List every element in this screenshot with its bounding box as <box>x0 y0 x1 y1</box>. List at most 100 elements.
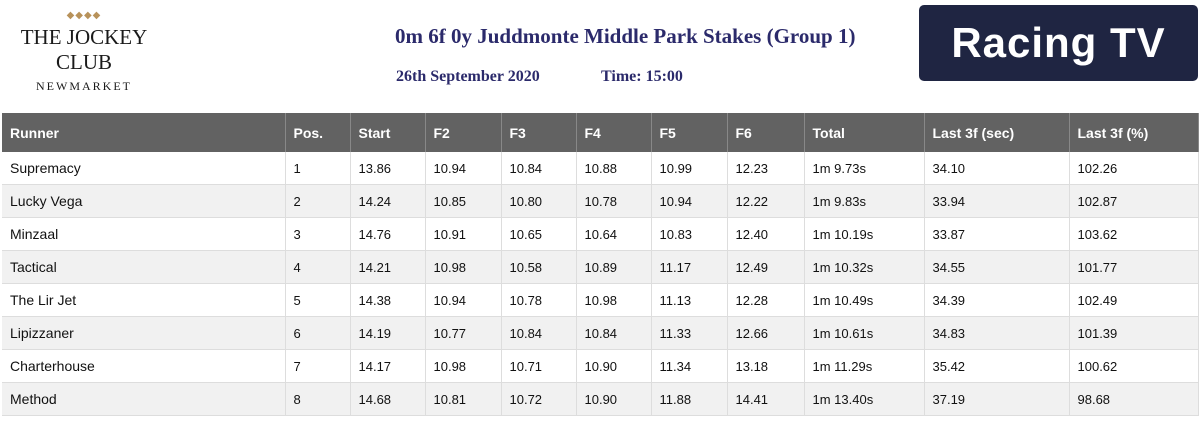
table-cell: 14.17 <box>350 349 426 383</box>
table-row: Lipizzaner 6 14.19 10.77 10.84 10.84 11.33 12.6… <box>2 316 1199 350</box>
table-cell: 33.94 <box>924 184 1070 218</box>
table-cell: 10.84 <box>501 152 577 185</box>
table-cell: 10.84 <box>501 316 577 350</box>
jockey-club-logo: ◆◆◆◆ THE JOCKEY CLUB NEWMARKET <box>0 2 168 93</box>
table-cell: 10.94 <box>651 184 728 218</box>
logo-sub: NEWMARKET <box>36 79 132 93</box>
table-cell: 10.71 <box>501 349 577 383</box>
table-cell: 10.58 <box>501 250 577 284</box>
table-cell: 12.23 <box>727 152 805 185</box>
table-cell: 10.89 <box>576 250 652 284</box>
column-header: Runner <box>2 113 286 152</box>
table-cell: 1m 13.40s <box>804 382 925 416</box>
column-header: Start <box>350 113 426 152</box>
column-header: F3 <box>501 113 577 152</box>
table-cell: 14.24 <box>350 184 426 218</box>
column-header: F5 <box>651 113 728 152</box>
column-header: Last 3f (%) <box>1069 113 1199 152</box>
table-cell: 1m 11.29s <box>804 349 925 383</box>
table-cell: 10.94 <box>425 152 502 185</box>
table-cell: Minzaal <box>2 217 286 251</box>
table-cell: 11.34 <box>651 349 728 383</box>
table-cell: Lipizzaner <box>2 316 286 350</box>
table-cell: 101.39 <box>1069 316 1199 350</box>
table-cell: 10.80 <box>501 184 577 218</box>
table-cell: 10.83 <box>651 217 728 251</box>
table-row: Lucky Vega 2 14.24 10.85 10.80 10.78 10.94 12.2… <box>2 184 1199 218</box>
table-cell: 34.10 <box>924 152 1070 185</box>
table-cell: 102.87 <box>1069 184 1199 218</box>
table-cell: 1m 9.73s <box>804 152 925 185</box>
race-title: 0m 6f 0y Juddmonte Middle Park Stakes (G… <box>395 24 856 48</box>
table-cell: 33.87 <box>924 217 1070 251</box>
table-row: Supremacy 1 13.86 10.94 10.84 10.88 10.99 12.23… <box>2 152 1199 185</box>
table-cell: 10.90 <box>576 349 652 383</box>
table-cell: 10.64 <box>576 217 652 251</box>
table-cell: 12.40 <box>727 217 805 251</box>
table-cell: 13.18 <box>727 349 805 383</box>
table-cell: 14.68 <box>350 382 426 416</box>
table-cell: 14.38 <box>350 283 426 317</box>
table-cell: 5 <box>285 283 351 317</box>
table-cell: 34.55 <box>924 250 1070 284</box>
header-row: Runner Pos. Start F2 F3 F4 F5 F6 Total Last 3f (s… <box>2 113 1199 152</box>
table-cell: 12.49 <box>727 250 805 284</box>
table-cell: 10.98 <box>576 283 652 317</box>
table-cell: 102.49 <box>1069 283 1199 317</box>
table-cell: 103.62 <box>1069 217 1199 251</box>
table-cell: 98.68 <box>1069 382 1199 416</box>
table-cell: Supremacy <box>2 152 286 185</box>
table-cell: 10.85 <box>425 184 502 218</box>
table-cell: 1m 10.32s <box>804 250 925 284</box>
table-cell: Charterhouse <box>2 349 286 383</box>
table-cell: 35.42 <box>924 349 1070 383</box>
table-cell: 10.77 <box>425 316 502 350</box>
column-header: Last 3f (sec) <box>924 113 1070 152</box>
table-cell: 11.88 <box>651 382 728 416</box>
column-header: F2 <box>425 113 502 152</box>
table-cell: 10.84 <box>576 316 652 350</box>
table-cell: 102.26 <box>1069 152 1199 185</box>
race-time: Time: 15:00 <box>601 68 683 85</box>
table-cell: 10.72 <box>501 382 577 416</box>
table-row: Method 8 14.68 10.81 10.72 10.90 11.88 14.41 1m … <box>2 382 1199 416</box>
race-date: 26th September 2020 <box>396 68 540 85</box>
table-cell: 10.88 <box>576 152 652 185</box>
table-cell: 12.28 <box>727 283 805 317</box>
sectional-table: Runner Pos. Start F2 F3 F4 F5 F6 Total Last 3f (s… <box>2 113 1199 416</box>
table-cell: 10.78 <box>576 184 652 218</box>
table-cell: 12.66 <box>727 316 805 350</box>
table-cell: The Lir Jet <box>2 283 286 317</box>
table-row: Charterhouse 7 14.17 10.98 10.71 10.90 11.34 13… <box>2 349 1199 383</box>
table-cell: 10.94 <box>425 283 502 317</box>
table-cell: 37.19 <box>924 382 1070 416</box>
racing-tv-logo: Racing TV <box>919 5 1198 81</box>
table-cell: 101.77 <box>1069 250 1199 284</box>
table-cell: 2 <box>285 184 351 218</box>
column-header: Total <box>804 113 925 152</box>
column-header: Pos. <box>285 113 351 152</box>
table-row: The Lir Jet 5 14.38 10.94 10.78 10.98 11.13 12.… <box>2 283 1199 317</box>
table-cell: 10.81 <box>425 382 502 416</box>
table-cell: 1m 10.19s <box>804 217 925 251</box>
table-cell: 1m 10.61s <box>804 316 925 350</box>
table-cell: 12.22 <box>727 184 805 218</box>
column-header: F6 <box>727 113 805 152</box>
table-cell: 14.76 <box>350 217 426 251</box>
table-cell: 10.99 <box>651 152 728 185</box>
table-cell: Tactical <box>2 250 286 284</box>
table-cell: 11.13 <box>651 283 728 317</box>
table-cell: 6 <box>285 316 351 350</box>
table-cell: 13.86 <box>350 152 426 185</box>
logo-name: THE JOCKEY CLUB <box>20 25 148 74</box>
table-cell: Lucky Vega <box>2 184 286 218</box>
table-row: Minzaal 3 14.76 10.91 10.65 10.64 10.83 12.40 1m… <box>2 217 1199 251</box>
table-row: Tactical 4 14.21 10.98 10.58 10.89 11.17 12.49 1… <box>2 250 1199 284</box>
table-cell: 10.90 <box>576 382 652 416</box>
table-cell: Method <box>2 382 286 416</box>
table-cell: 14.41 <box>727 382 805 416</box>
table-cell: 8 <box>285 382 351 416</box>
table-cell: 10.78 <box>501 283 577 317</box>
table-cell: 10.98 <box>425 349 502 383</box>
